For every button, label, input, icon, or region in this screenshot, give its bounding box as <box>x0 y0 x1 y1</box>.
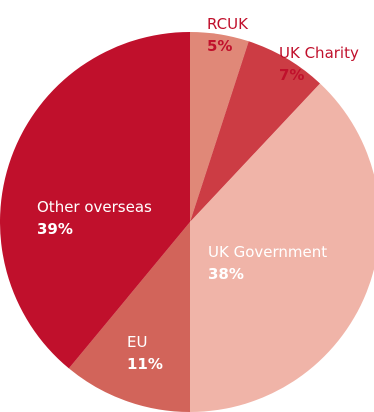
label-uk-government-name: UK Government <box>208 243 327 261</box>
pie-slices <box>0 32 374 412</box>
label-other-overseas-name: Other overseas <box>37 198 152 216</box>
slice-rcuk <box>190 32 249 222</box>
label-eu-name: EU <box>127 333 147 351</box>
label-eu-value: 11% <box>127 355 163 373</box>
slice-uk-government <box>190 83 374 412</box>
slice-uk-charity <box>190 41 321 222</box>
label-rcuk-value: 5% <box>207 37 232 55</box>
label-other-overseas-value: 39% <box>37 220 73 238</box>
slice-other-overseas <box>0 32 190 369</box>
label-uk-government-value: 38% <box>208 265 244 283</box>
slice-eu <box>68 222 190 412</box>
label-uk-charity-name: UK Charity <box>279 44 359 62</box>
label-rcuk-name: RCUK <box>207 15 249 33</box>
label-uk-charity-value: 7% <box>279 66 304 84</box>
pie-labels: RCUK 5% UK Charity 7% UK Government 38% … <box>37 15 359 373</box>
